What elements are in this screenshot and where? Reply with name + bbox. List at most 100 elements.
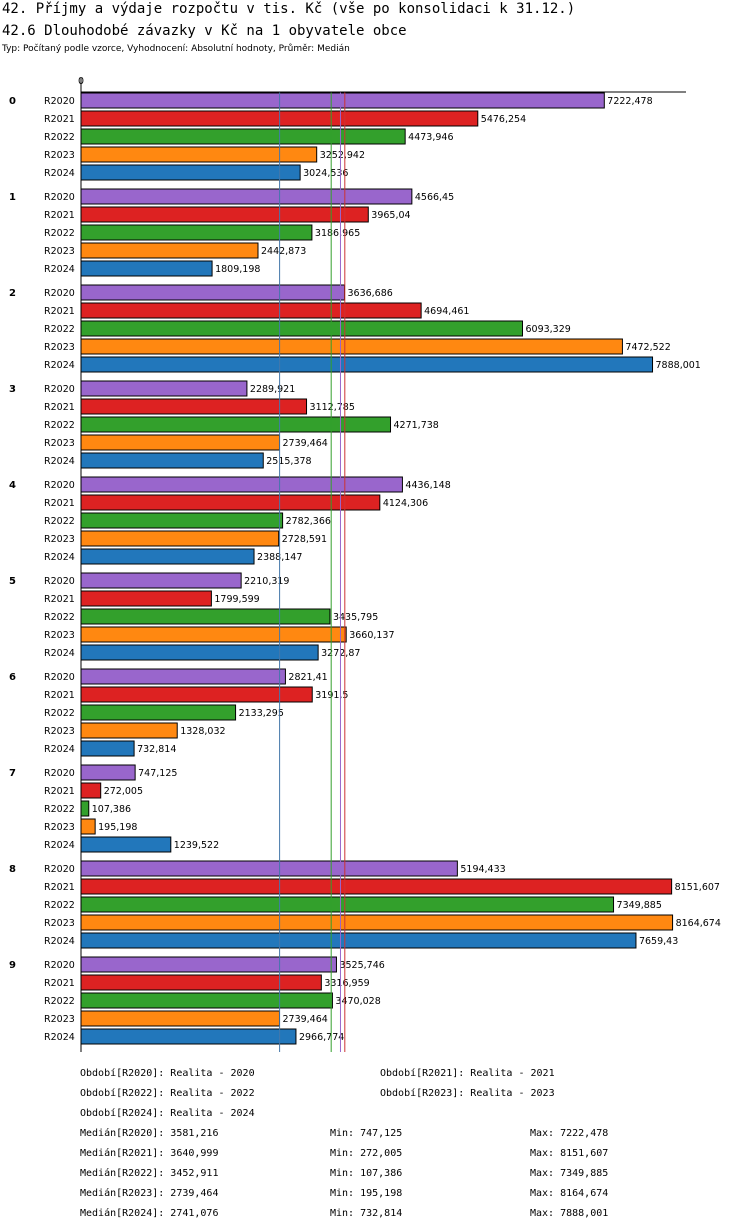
series-label: R2024 xyxy=(44,552,75,563)
series-label: R2024 xyxy=(44,936,75,947)
bar-value-label: 2442,873 xyxy=(261,246,306,257)
bar-value-label: 2133,295 xyxy=(239,708,284,719)
bar-value-label: 3636,686 xyxy=(347,288,392,299)
series-label: R2024 xyxy=(44,456,75,467)
legend-period-r2024: Období[R2024]: Realita - 2024 xyxy=(80,1108,255,1119)
bar-value-label: 2821,41 xyxy=(288,672,327,683)
bar xyxy=(80,974,322,991)
bar-value-label: 3435,795 xyxy=(333,612,378,623)
series-label: R2023 xyxy=(44,918,75,929)
bar xyxy=(80,416,392,433)
series-label: R2023 xyxy=(44,438,75,449)
bar-value-label: 5194,433 xyxy=(460,864,505,875)
bar xyxy=(80,494,381,511)
series-label: R2023 xyxy=(44,150,75,161)
bar xyxy=(80,818,96,835)
bar-value-label: 4694,461 xyxy=(424,306,469,317)
series-label: R2020 xyxy=(44,960,75,971)
series-label: R2020 xyxy=(44,672,75,683)
bar xyxy=(80,548,255,565)
bar-value-label: 1239,522 xyxy=(174,840,219,851)
bar-chart: 00R20207222,478R20215476,254R20224473,94… xyxy=(9,76,721,1052)
bar-value-label: 1809,198 xyxy=(215,264,260,275)
series-label: R2022 xyxy=(44,228,75,239)
bar xyxy=(80,338,623,355)
bar-value-label: 3191,5 xyxy=(315,690,348,701)
series-label: R2021 xyxy=(44,786,75,797)
bar xyxy=(80,476,403,493)
bar xyxy=(80,242,259,259)
bar-value-label: 3112,785 xyxy=(310,402,355,413)
bar xyxy=(80,722,178,739)
bar xyxy=(80,704,237,721)
legend-period-r2022: Období[R2022]: Realita - 2022 xyxy=(80,1088,255,1099)
stat-max: Max: 8151,607 xyxy=(530,1148,609,1159)
bar xyxy=(80,914,674,931)
bar-value-label: 4271,738 xyxy=(394,420,439,431)
series-label: R2021 xyxy=(44,882,75,893)
stat-median: Medián[R2020]: 3581,216 xyxy=(80,1128,219,1139)
series-label: R2023 xyxy=(44,822,75,833)
bar xyxy=(80,668,286,685)
bar xyxy=(80,896,615,913)
series-label: R2020 xyxy=(44,96,75,107)
series-label: R2022 xyxy=(44,132,75,143)
bar xyxy=(80,572,242,589)
bar xyxy=(80,356,654,373)
series-label: R2021 xyxy=(44,978,75,989)
bar-value-label: 2966,774 xyxy=(299,1032,344,1043)
bar-value-label: 3252,942 xyxy=(320,150,365,161)
bar xyxy=(80,398,308,415)
bar xyxy=(80,590,212,607)
series-label: R2024 xyxy=(44,744,75,755)
bar-value-label: 4124,306 xyxy=(383,498,428,509)
group-label: 7 xyxy=(9,768,16,779)
bar xyxy=(80,206,369,223)
bar xyxy=(80,452,264,469)
stat-max: Max: 8164,674 xyxy=(530,1188,609,1199)
bar-value-label: 4566,45 xyxy=(415,192,454,203)
bar xyxy=(80,224,313,241)
bar xyxy=(80,128,406,145)
group-label: 3 xyxy=(9,384,16,395)
stat-median: Medián[R2021]: 3640,999 xyxy=(80,1148,219,1159)
series-label: R2023 xyxy=(44,342,75,353)
group-label: 9 xyxy=(9,960,16,971)
bar-value-label: 2728,591 xyxy=(282,534,327,545)
bar-value-label: 1328,032 xyxy=(180,726,225,737)
bar xyxy=(80,932,637,949)
series-label: R2023 xyxy=(44,726,75,737)
series-label: R2022 xyxy=(44,324,75,335)
series-label: R2022 xyxy=(44,516,75,527)
bar xyxy=(80,740,135,757)
bar-value-label: 4473,946 xyxy=(408,132,453,143)
series-label: R2022 xyxy=(44,420,75,431)
bar-value-label: 1799,599 xyxy=(214,594,259,605)
series-label: R2022 xyxy=(44,708,75,719)
bar xyxy=(80,302,422,319)
series-label: R2022 xyxy=(44,612,75,623)
bar-value-label: 3470,028 xyxy=(335,996,380,1007)
series-label: R2023 xyxy=(44,246,75,257)
bar xyxy=(80,644,319,661)
stat-median: Medián[R2022]: 3452,911 xyxy=(80,1168,219,1179)
stat-max: Max: 7349,885 xyxy=(530,1168,609,1179)
bar xyxy=(80,1010,280,1027)
bar xyxy=(80,608,331,625)
chart-type-info: Typ: Počítaný podle vzorce, Vyhodnocení:… xyxy=(2,44,350,54)
bar-value-label: 3525,746 xyxy=(339,960,384,971)
stat-min: Min: 732,814 xyxy=(330,1208,403,1219)
legend-period-r2021: Období[R2021]: Realita - 2021 xyxy=(380,1068,555,1079)
series-label: R2021 xyxy=(44,402,75,413)
bar-value-label: 195,198 xyxy=(98,822,137,833)
series-label: R2022 xyxy=(44,804,75,815)
group-label: 1 xyxy=(9,192,16,203)
series-label: R2020 xyxy=(44,480,75,491)
bar xyxy=(80,188,413,205)
series-label: R2023 xyxy=(44,630,75,641)
series-label: R2020 xyxy=(44,576,75,587)
bar xyxy=(80,380,248,397)
bar-value-label: 732,814 xyxy=(137,744,176,755)
bar-value-label: 272,005 xyxy=(104,786,143,797)
stat-max: Max: 7222,478 xyxy=(530,1128,609,1139)
